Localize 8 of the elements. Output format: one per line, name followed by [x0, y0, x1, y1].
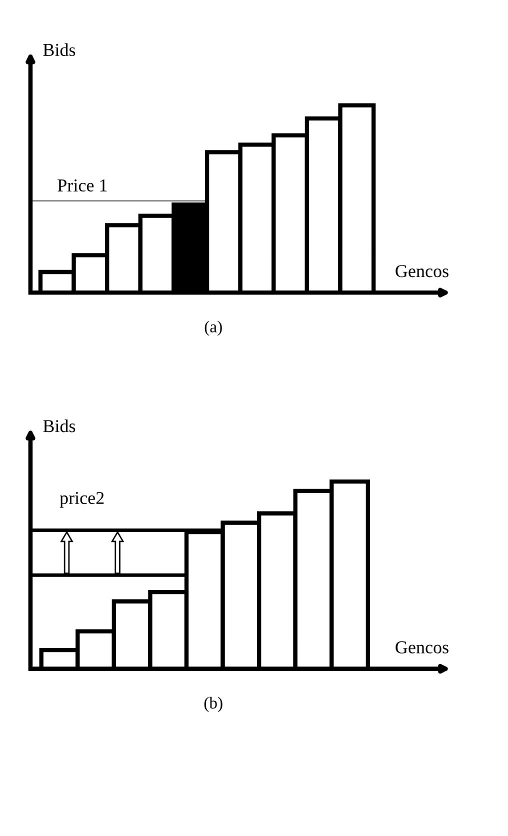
x-axis-title: Gencos: [396, 641, 448, 654]
ref-line-label: Price 1: [58, 179, 107, 192]
y-axis-title: Bids: [43, 420, 76, 432]
ref-line-label: price2: [60, 492, 104, 508]
text: (a): [204, 320, 222, 336]
text: (b): [204, 696, 222, 712]
x-axis-title: Gencos: [396, 265, 448, 278]
y-axis-title: Bids: [43, 43, 76, 56]
